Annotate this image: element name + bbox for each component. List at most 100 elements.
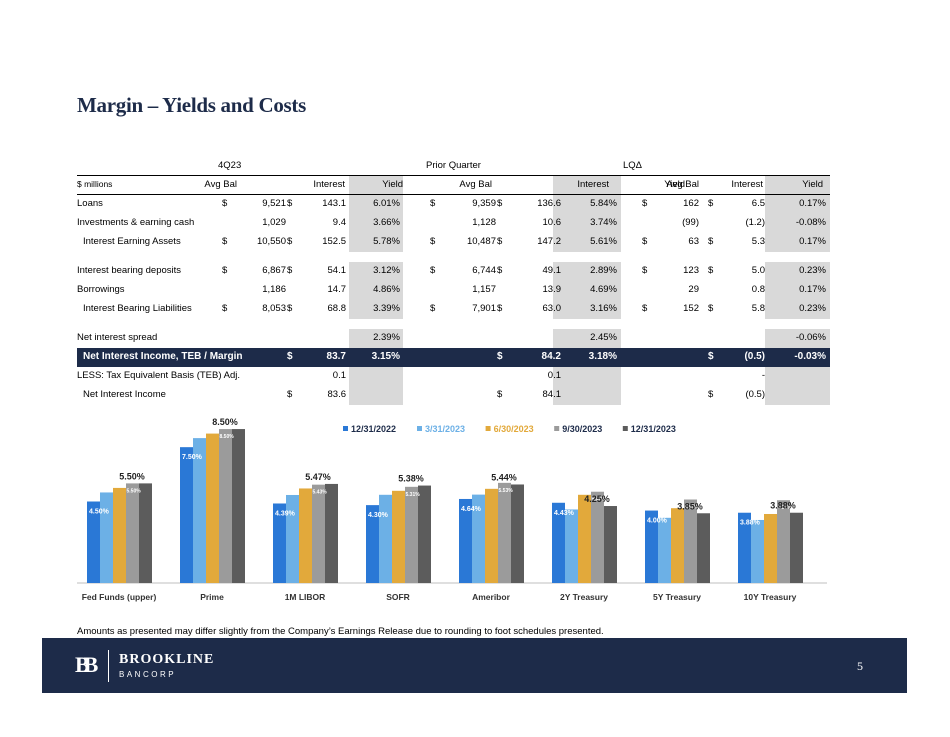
category-label: 5Y Treasury (653, 592, 701, 602)
table-cell: 6,867 (262, 265, 286, 276)
table-cell: $ (287, 351, 293, 362)
table-cell: 162 (683, 198, 699, 209)
table-cell: $ (642, 265, 648, 276)
legend-swatch (622, 426, 628, 431)
category-label: 1M LIBOR (285, 592, 326, 602)
chart-bar (697, 513, 710, 583)
brand-subtitle: BANCORP (119, 670, 177, 679)
category-label: Prime (200, 592, 224, 602)
col-header: Avg Bal (666, 179, 699, 190)
footnote: Amounts as presented may differ slightly… (77, 626, 604, 637)
table-cell: 0.17% (799, 198, 826, 209)
data-label: 4.00% (647, 518, 668, 525)
table-cell: 2.39% (373, 332, 400, 343)
table-cell: 0.23% (799, 303, 826, 314)
page-title: Margin – Yields and Costs (77, 93, 306, 117)
chart-bar (498, 482, 511, 583)
table-cell: 5.3 (751, 236, 765, 247)
table-cell: -0.06% (795, 332, 826, 343)
table-cell: 68.8 (327, 303, 347, 314)
table-row: Borrowings 1,186 14.7 4.86% 1,157 13.9 4.69% 29… (77, 281, 830, 300)
chart-bar (126, 483, 139, 583)
table-cell: $ (430, 303, 436, 314)
chart-bar (418, 485, 431, 583)
row-label: Interest bearing deposits (77, 265, 182, 276)
table-cell: 14.7 (327, 284, 347, 295)
chart-bar (604, 506, 617, 583)
table-cell: 3.16% (590, 303, 617, 314)
table-cell: 1,029 (262, 217, 286, 228)
table-cell: $ (430, 198, 436, 209)
chart-bar (219, 429, 232, 583)
table-cell: 2.89% (590, 265, 617, 276)
table-row: Loans $9,521 $143.1 6.01% $9,359 $136.6 5.84% $… (77, 195, 830, 214)
legend-swatch (417, 426, 422, 431)
chart-bar (405, 486, 418, 583)
row-label: Net Interest Income, TEB / Margin (83, 351, 243, 362)
table-cell: 10,487 (466, 236, 496, 247)
data-label: 5.53% (499, 488, 514, 494)
chart-bar (180, 447, 193, 583)
table-cell: $ (642, 198, 648, 209)
table-cell: $ (642, 236, 648, 247)
row-label: Interest Earning Assets (83, 236, 181, 247)
group-header-lq-delta: LQΔ (623, 160, 643, 171)
table-cell: 13.9 (542, 284, 562, 295)
table-row: Interest Bearing Liabilities $8,053 $68.8 3… (77, 300, 830, 319)
group-header-prior-quarter: Prior Quarter (426, 160, 481, 171)
table-cell: $ (497, 198, 503, 209)
table-cell: 84.1 (542, 389, 562, 400)
data-label: 4.57% (778, 505, 793, 511)
table-cell: 0.17% (799, 236, 826, 247)
table-cell: 6.01% (373, 198, 400, 209)
table-cell: $ (708, 198, 714, 209)
legend-label: 3/31/2023 (425, 424, 465, 434)
rates-bar-chart: 12/31/2022 3/31/2023 6/30/2023 9/30/2023 12/… (77, 417, 827, 602)
table-cell: 7,901 (472, 303, 496, 314)
logo-divider (108, 650, 109, 682)
chart-bar (325, 483, 338, 583)
table-cell: 152 (683, 303, 699, 314)
chart-bar (113, 487, 126, 583)
chart-bar (751, 519, 764, 583)
table-cell: 147.2 (537, 236, 561, 247)
chart-bar (366, 505, 379, 583)
data-label: 4.25% (584, 494, 610, 504)
chart-bar (552, 502, 565, 583)
table-cell: 9.4 (332, 217, 346, 228)
col-header: Interest (577, 179, 609, 190)
chart-bar (671, 508, 684, 583)
chart-bar (392, 490, 405, 583)
data-label: 7.50% (182, 454, 203, 461)
table-cell: 0.1 (332, 370, 346, 381)
chart-bar (472, 494, 485, 583)
table-row: LESS: Tax Equivalent Basis (TEB) Adj. 0.1… (77, 367, 830, 386)
table-cell: - (761, 370, 765, 381)
category-label: 2Y Treasury (560, 592, 608, 602)
table-cell: $ (497, 265, 503, 276)
table-cell: 3.66% (373, 217, 400, 228)
data-label: 3.88% (770, 501, 796, 511)
table-cell: 5.78% (373, 236, 400, 247)
data-label: 4.50% (89, 509, 110, 516)
table-cell: $ (287, 198, 293, 209)
table-cell: 0.8 (751, 284, 765, 295)
table-cell: (0.5) (745, 389, 765, 400)
chart-bar (684, 499, 697, 583)
table-cell: $ (287, 303, 293, 314)
data-label: 3.85% (677, 501, 703, 511)
table-cell: 1,157 (472, 284, 496, 295)
table-cell: (99) (682, 217, 699, 228)
chart-bar (591, 491, 604, 583)
table-cell: 5.61% (590, 236, 617, 247)
data-label: 8.50% (220, 434, 235, 440)
chart-bar (139, 483, 152, 583)
table-cell: $ (708, 351, 714, 362)
data-label: 5.04% (592, 497, 607, 503)
data-label: 5.50% (127, 488, 142, 494)
table-column-header: $ millions Avg Bal Interest Yield Avg Ba… (77, 176, 830, 195)
legend-swatch (554, 426, 560, 431)
group-header-4q23: 4Q23 (218, 160, 242, 171)
table-cell: (1.2) (745, 217, 765, 228)
legend-label: 12/31/2023 (631, 424, 676, 434)
